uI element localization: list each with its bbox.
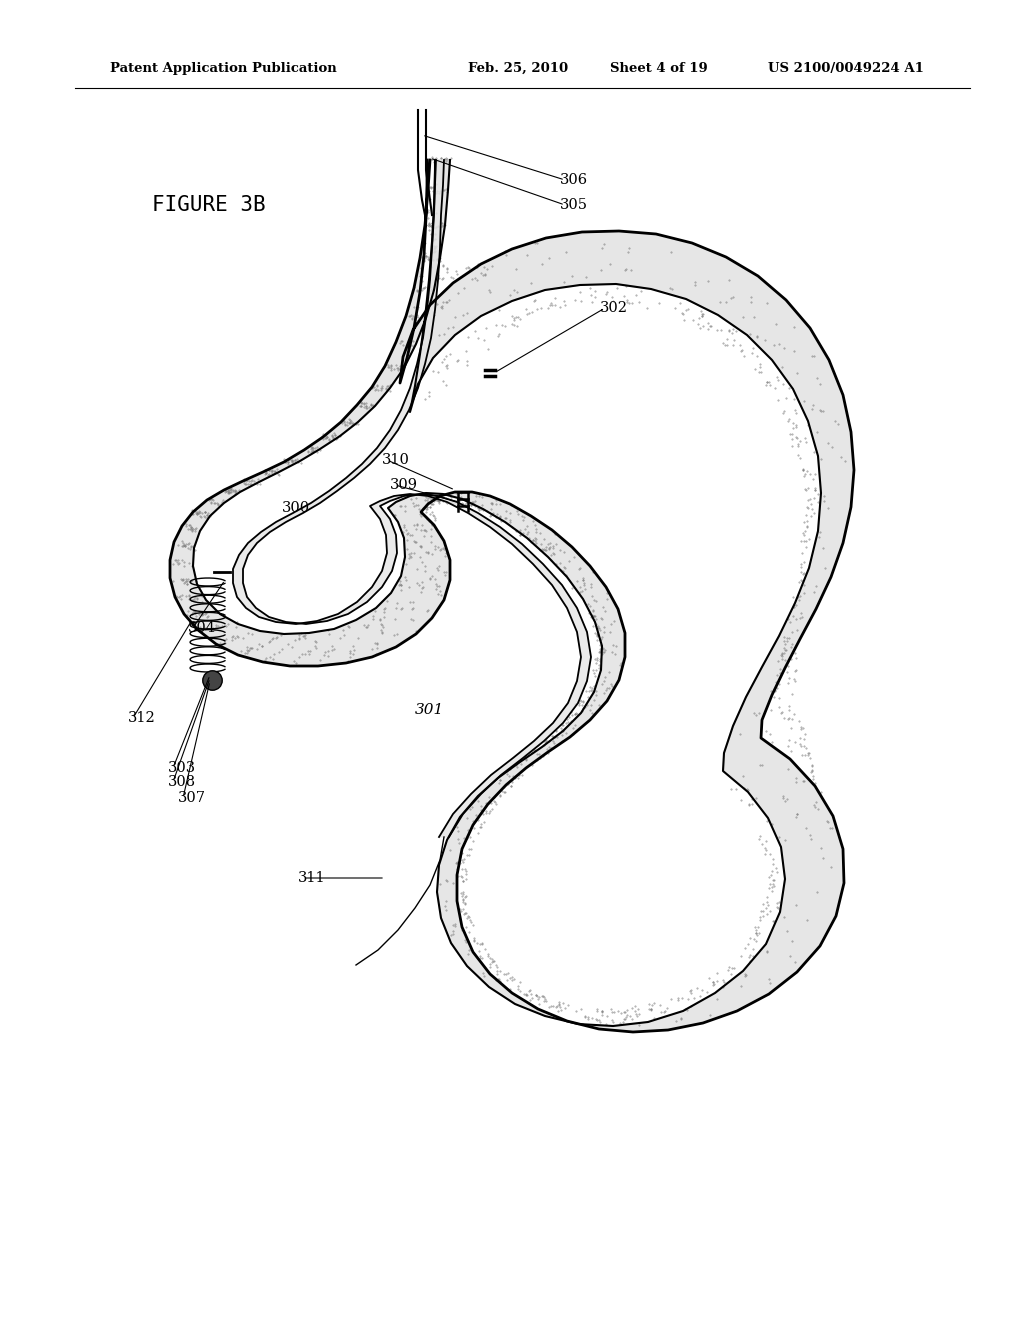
Text: 308: 308 <box>168 775 197 789</box>
Text: 303: 303 <box>168 762 197 775</box>
Text: FIGURE 3B: FIGURE 3B <box>152 195 265 215</box>
Text: 307: 307 <box>178 791 206 805</box>
Text: 301: 301 <box>415 704 444 717</box>
Text: US 2100/0049224 A1: US 2100/0049224 A1 <box>768 62 924 75</box>
Text: 310: 310 <box>382 453 410 467</box>
Text: Feb. 25, 2010: Feb. 25, 2010 <box>468 62 568 75</box>
Text: 300: 300 <box>282 502 310 515</box>
Text: 305: 305 <box>560 198 588 213</box>
Text: 304: 304 <box>188 620 216 635</box>
Circle shape <box>204 672 220 688</box>
Text: 312: 312 <box>128 711 156 725</box>
Polygon shape <box>170 160 854 1032</box>
Text: Sheet 4 of 19: Sheet 4 of 19 <box>610 62 708 75</box>
Text: Patent Application Publication: Patent Application Publication <box>110 62 337 75</box>
Polygon shape <box>233 160 591 837</box>
Text: 302: 302 <box>600 301 628 315</box>
Text: 309: 309 <box>390 478 418 492</box>
Text: 306: 306 <box>560 173 588 187</box>
Text: 311: 311 <box>298 871 326 884</box>
